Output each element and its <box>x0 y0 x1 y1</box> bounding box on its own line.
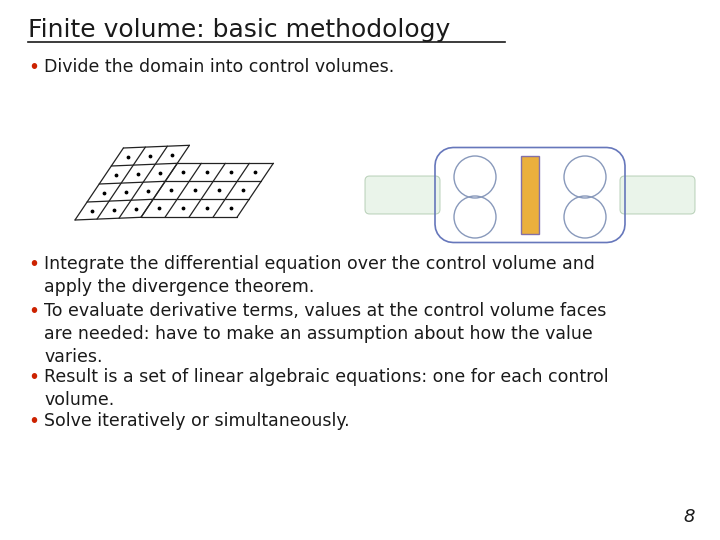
Circle shape <box>564 156 606 198</box>
Circle shape <box>454 196 496 238</box>
Text: •: • <box>28 255 39 274</box>
Text: •: • <box>28 368 39 387</box>
Circle shape <box>564 196 606 238</box>
Circle shape <box>454 156 496 198</box>
Text: •: • <box>28 58 39 77</box>
Polygon shape <box>620 176 695 214</box>
Bar <box>521 156 539 234</box>
Text: Result is a set of linear algebraic equations: one for each control
volume.: Result is a set of linear algebraic equa… <box>44 368 608 409</box>
Text: To evaluate derivative terms, values at the control volume faces
are needed: hav: To evaluate derivative terms, values at … <box>44 302 606 366</box>
Polygon shape <box>365 176 440 214</box>
Text: Divide the domain into control volumes.: Divide the domain into control volumes. <box>44 58 395 76</box>
Text: Solve iteratively or simultaneously.: Solve iteratively or simultaneously. <box>44 412 350 430</box>
Text: Integrate the differential equation over the control volume and
apply the diverg: Integrate the differential equation over… <box>44 255 595 296</box>
Text: 8: 8 <box>683 508 695 526</box>
Text: •: • <box>28 302 39 321</box>
Text: •: • <box>28 412 39 431</box>
Text: Finite volume: basic methodology: Finite volume: basic methodology <box>28 18 450 42</box>
